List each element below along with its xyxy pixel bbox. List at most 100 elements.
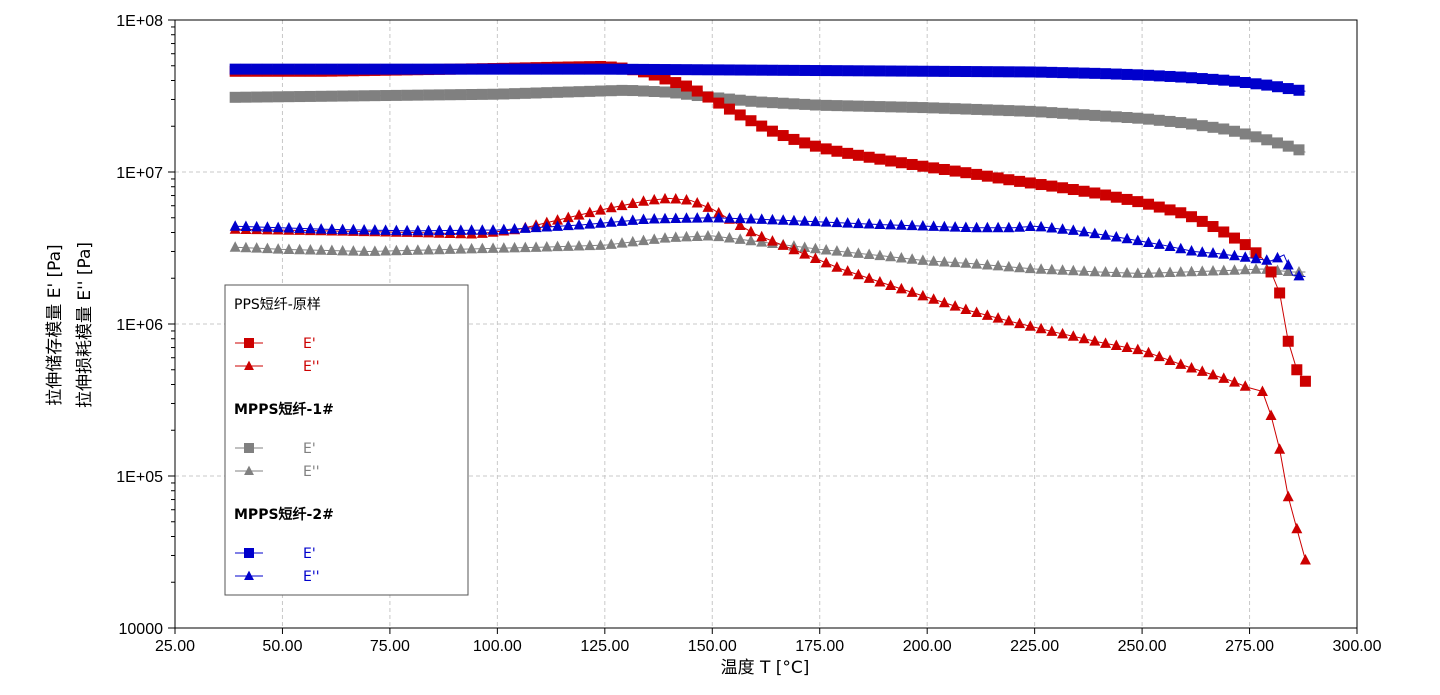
data-point: [1153, 70, 1165, 82]
data-point: [315, 244, 327, 255]
data-point: [466, 89, 478, 101]
data-point: [906, 219, 918, 231]
data-point: [874, 65, 886, 77]
legend-group-title: MPPS短纤-1#: [234, 401, 334, 418]
data-point: [734, 64, 746, 76]
data-point: [1196, 215, 1208, 227]
data-point: [487, 63, 499, 75]
data-point: [347, 63, 359, 75]
data-point: [627, 197, 639, 208]
data-point: [1196, 265, 1208, 276]
data-point: [842, 65, 854, 77]
data-point: [616, 84, 628, 96]
data-point: [476, 63, 488, 75]
data-point: [1110, 68, 1122, 80]
data-point: [261, 91, 273, 103]
data-point: [788, 98, 800, 110]
data-point: [734, 233, 746, 244]
data-point: [992, 312, 1004, 323]
data-point: [874, 218, 886, 230]
data-point: [788, 214, 800, 226]
data-point: [713, 211, 725, 223]
data-point: [240, 63, 252, 75]
data-point: [584, 239, 596, 251]
data-point: [863, 151, 875, 163]
data-point: [680, 212, 692, 223]
data-point: [1024, 220, 1036, 231]
data-point: [680, 80, 692, 92]
data-point: [745, 95, 757, 107]
data-point: [627, 235, 639, 247]
x-tick-label: 275.00: [1225, 638, 1274, 655]
data-point: [1057, 327, 1069, 339]
data-point: [530, 63, 542, 75]
data-point: [1067, 224, 1079, 235]
data-point: [1218, 248, 1230, 259]
data-point: [251, 242, 263, 253]
data-point: [1121, 193, 1133, 205]
data-point: [723, 103, 735, 115]
data-point: [1078, 265, 1090, 276]
data-point: [1207, 121, 1219, 133]
data-point: [723, 212, 735, 223]
data-point: [1282, 140, 1294, 152]
data-point: [1100, 229, 1112, 240]
data-point: [734, 212, 746, 224]
data-point: [1024, 177, 1036, 189]
data-point: [928, 102, 940, 114]
data-point: [949, 221, 961, 232]
data-point: [466, 63, 478, 75]
data-point: [562, 86, 574, 98]
data-point: [1035, 66, 1047, 78]
legend-marker: [244, 548, 254, 558]
x-tick-label: 300.00: [1333, 638, 1382, 655]
data-point: [562, 63, 574, 75]
data-point: [648, 233, 660, 244]
data-point: [852, 149, 864, 161]
data-point: [1153, 201, 1165, 213]
data-point: [659, 212, 671, 224]
data-point: [992, 221, 1004, 233]
data-point: [1067, 330, 1079, 341]
data-point: [809, 252, 821, 263]
data-point: [552, 240, 564, 252]
data-point: [863, 248, 875, 259]
data-point: [380, 90, 392, 102]
data-point: [390, 89, 402, 101]
data-point: [852, 65, 864, 77]
data-point: [1291, 364, 1303, 376]
data-point: [584, 206, 596, 218]
data-point: [1229, 232, 1241, 244]
data-point: [766, 213, 778, 225]
data-point: [788, 64, 800, 76]
data-point: [1121, 232, 1133, 244]
data-point: [315, 63, 327, 75]
data-point: [294, 91, 306, 103]
data-point: [938, 102, 950, 114]
legend-entry-label: E': [303, 546, 316, 562]
data-point: [680, 194, 692, 205]
data-point: [745, 225, 757, 237]
data-point: [283, 243, 295, 254]
y-tick-labels: 10000 1E+05 1E+06 1E+07 1E+08: [116, 13, 163, 638]
data-point: [863, 218, 875, 229]
data-point: [906, 253, 918, 264]
x-tick-label: 75.00: [370, 638, 410, 655]
data-point: [1121, 266, 1133, 278]
data-point: [369, 63, 381, 75]
data-point: [1132, 69, 1144, 81]
data-point: [595, 204, 607, 215]
data-point: [756, 96, 768, 108]
data-point: [842, 217, 854, 228]
data-point: [1250, 78, 1262, 90]
data-point: [702, 201, 714, 212]
data-point: [1164, 240, 1176, 252]
data-point: [444, 243, 456, 254]
data-point: [981, 221, 993, 233]
data-point: [713, 64, 725, 76]
data-point: [799, 137, 811, 149]
data-point: [777, 239, 789, 250]
data-point: [971, 168, 983, 180]
data-point: [390, 224, 402, 236]
data-point: [863, 272, 875, 283]
